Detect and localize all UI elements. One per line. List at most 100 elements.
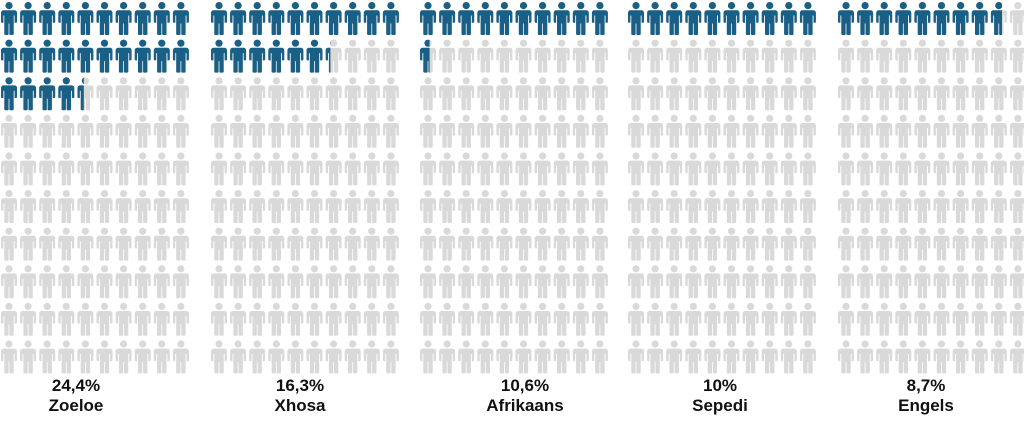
person-icon — [153, 2, 170, 35]
person-icon — [96, 2, 113, 35]
person-icon — [895, 152, 912, 186]
person-icon — [666, 152, 683, 186]
person-icon — [496, 77, 513, 111]
person-icon — [249, 152, 266, 186]
person-icon — [134, 152, 151, 186]
person-icon — [439, 114, 456, 148]
person-icon — [268, 227, 285, 261]
person-icon — [20, 114, 37, 148]
person-icon — [39, 340, 56, 374]
person-icon — [211, 77, 227, 111]
person-icon — [458, 340, 475, 374]
person-icon — [876, 39, 893, 73]
person-icon — [268, 2, 285, 35]
person-icon — [990, 2, 1007, 35]
person-icon — [761, 190, 778, 223]
person-icon — [876, 302, 893, 336]
person-icon — [895, 265, 912, 299]
person-icon — [780, 227, 797, 261]
person-icon — [780, 302, 797, 336]
person-icon — [515, 265, 532, 299]
person-icon — [914, 2, 931, 35]
person-icon — [211, 114, 227, 148]
person-icon — [496, 340, 513, 374]
caption-zoeloe: 24,4% Zoeloe — [0, 376, 176, 416]
person-icon — [439, 340, 456, 374]
person-icon — [838, 77, 854, 111]
person-icon — [857, 77, 874, 111]
person-icon — [153, 302, 170, 336]
person-icon — [780, 340, 797, 374]
person-icon — [761, 152, 778, 186]
person-icon — [1009, 77, 1024, 111]
person-icon — [325, 77, 342, 111]
person-icon — [249, 302, 266, 336]
person-icon — [96, 227, 113, 261]
person-icon — [439, 152, 456, 186]
person-icon — [572, 77, 589, 111]
person-icon — [230, 39, 247, 73]
person-icon — [1009, 340, 1024, 374]
person-icon — [458, 39, 475, 73]
value-label: 16,3% — [275, 376, 325, 395]
person-icon — [211, 227, 227, 261]
person-icon — [344, 302, 361, 336]
person-icon — [1, 2, 17, 35]
person-icon — [572, 190, 589, 223]
person-icon — [553, 340, 570, 374]
person-icon — [420, 190, 436, 223]
person-icon — [134, 265, 151, 299]
caption-sepedi: 10% Sepedi — [620, 376, 820, 416]
person-icon — [971, 114, 988, 148]
person-icon — [742, 152, 759, 186]
person-icon — [306, 302, 323, 336]
caption-xhosa: 16,3% Xhosa — [200, 376, 400, 416]
person-icon — [496, 114, 513, 148]
person-icon — [458, 2, 475, 35]
person-icon — [153, 39, 170, 73]
person-icon — [420, 265, 436, 299]
person-icon — [77, 152, 94, 186]
person-icon — [876, 114, 893, 148]
person-icon — [153, 114, 170, 148]
person-icon — [496, 302, 513, 336]
person-icon — [325, 190, 342, 223]
person-icon — [780, 190, 797, 223]
person-icon — [1, 190, 17, 223]
person-icon — [1, 302, 17, 336]
person-icon — [20, 340, 37, 374]
person-icon — [628, 77, 644, 111]
person-icon — [971, 302, 988, 336]
person-icon — [439, 2, 456, 35]
person-icon — [420, 114, 436, 148]
person-icon — [58, 39, 75, 73]
person-icon — [628, 227, 644, 261]
person-icon — [306, 227, 323, 261]
person-icon — [134, 340, 151, 374]
person-icon — [685, 152, 702, 186]
person-icon — [723, 265, 740, 299]
person-icon — [230, 77, 247, 111]
person-icon — [553, 2, 570, 35]
person-icon — [1009, 114, 1024, 148]
person-icon — [990, 114, 1007, 148]
person-icon — [1, 39, 17, 73]
person-icon — [77, 227, 94, 261]
person-icon — [723, 39, 740, 73]
person-icon — [572, 340, 589, 374]
person-icon — [647, 227, 664, 261]
person-icon — [628, 265, 644, 299]
person-icon — [666, 190, 683, 223]
person-icon — [77, 302, 94, 336]
person-icon — [704, 39, 721, 73]
person-icon — [382, 152, 399, 186]
person-icon — [876, 190, 893, 223]
person-icon — [115, 77, 132, 111]
panel-engels — [838, 2, 1024, 374]
person-icon — [685, 190, 702, 223]
person-icon — [685, 302, 702, 336]
person-icon — [287, 39, 304, 73]
person-icon — [20, 265, 37, 299]
person-icon — [477, 227, 494, 261]
person-icon — [799, 265, 816, 299]
